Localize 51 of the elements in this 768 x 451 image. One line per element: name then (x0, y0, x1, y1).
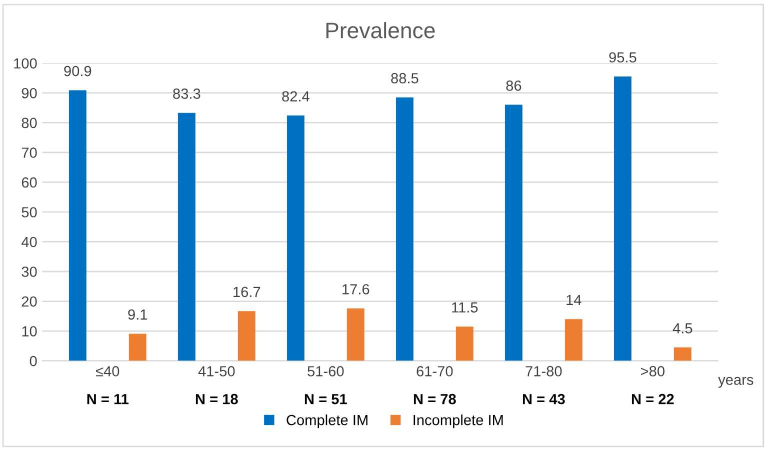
data-label: 4.5 (672, 323, 692, 334)
y-tick-label: 80 (22, 118, 37, 128)
bar (504, 104, 522, 361)
data-label: 11.5 (452, 302, 478, 313)
bar (346, 308, 364, 361)
data-label: 9.1 (128, 309, 148, 320)
data-label: 17.6 (342, 284, 370, 294)
x-tick-label: 41-50 (198, 366, 235, 376)
data-label: 86 (506, 80, 522, 91)
bar (564, 319, 582, 361)
text: N = 22 (632, 394, 674, 404)
bar (128, 334, 146, 361)
y-tick-label: 30 (22, 266, 37, 277)
y-tick-label: 20 (22, 296, 37, 307)
y-tick-label: 100 (14, 58, 37, 69)
data-label: 14 (566, 294, 582, 305)
y-tick-label: 50 (22, 207, 37, 218)
text: N = 78 (414, 394, 456, 404)
bar (178, 112, 196, 361)
data-label: 82.4 (282, 91, 310, 102)
x-tick-label: 71-80 (526, 366, 562, 376)
bar (68, 90, 86, 361)
data-label: 83.3 (173, 88, 200, 99)
text: N = 51 (304, 394, 347, 404)
data-label: 95.5 (609, 52, 636, 63)
y-tick-label: 60 (22, 177, 37, 188)
bar (456, 326, 474, 361)
x-tick-label: >80 (641, 366, 664, 376)
text: N = 11 (87, 394, 129, 404)
x-tick-label: ≤40 (96, 366, 120, 376)
bar (396, 97, 414, 361)
bar (614, 76, 632, 361)
x-tick-label: 61-70 (416, 366, 453, 376)
data-label: 16.7 (234, 286, 260, 298)
y-tick-label: 40 (21, 236, 37, 248)
data-label: 88.5 (391, 73, 418, 84)
text: N = 43 (522, 394, 565, 404)
y-tick-label: 90 (22, 88, 37, 98)
y-tick-label: 0 (30, 356, 37, 366)
x-tick-label: 51-60 (308, 366, 344, 376)
legend-label: Complete IM (286, 414, 368, 428)
y-tick-label: 70 (22, 148, 37, 158)
legend-label: Incomplete IM (414, 414, 503, 428)
chart-title: Prevalence (326, 22, 435, 38)
bar (238, 311, 256, 361)
text: N = 18 (196, 394, 238, 404)
y-tick-label: 10 (22, 326, 37, 336)
bar (286, 116, 304, 361)
bar (674, 347, 692, 361)
data-label: 90.9 (64, 66, 92, 76)
x-axis-title: years (718, 376, 754, 388)
